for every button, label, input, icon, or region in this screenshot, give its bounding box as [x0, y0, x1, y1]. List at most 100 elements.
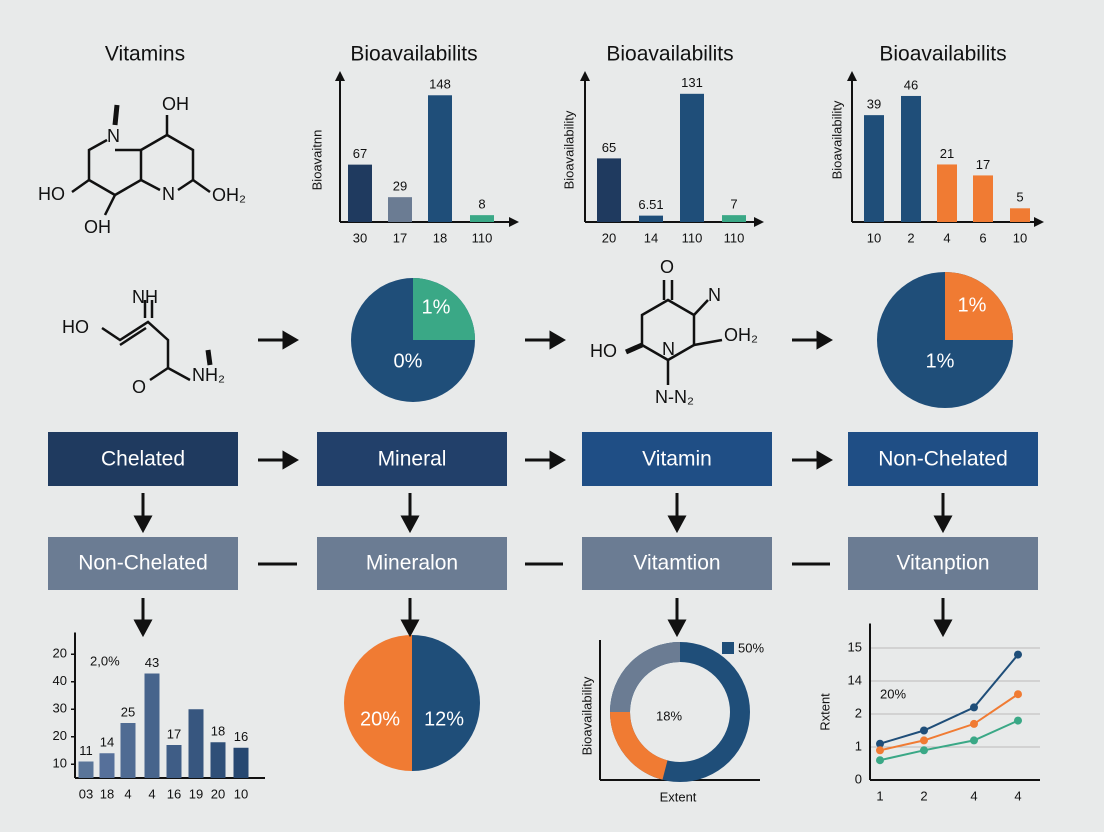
atom-label: N	[162, 184, 175, 204]
point	[920, 736, 928, 745]
atom-label: OH₂	[724, 325, 758, 345]
axis-label: Bioavaitnn	[309, 130, 324, 191]
pie-slice	[945, 272, 1013, 340]
value-label: 17	[167, 726, 181, 741]
donut-center-label: 18%	[656, 708, 682, 723]
molecule-drawing	[71, 104, 211, 216]
x-tick-label: 2	[920, 788, 927, 803]
bar	[973, 175, 993, 222]
pie-label: 1%	[422, 296, 451, 318]
x-tick-label: 10	[867, 230, 881, 245]
x-tick-label: 110	[682, 230, 703, 245]
box-label: Vitamtion	[633, 552, 720, 575]
point	[876, 746, 884, 755]
x-tick-label: 4	[148, 786, 155, 801]
atom-label: NH	[132, 287, 158, 307]
pie-slice	[413, 278, 475, 340]
bar	[864, 115, 884, 222]
y-tick-label: 14	[848, 672, 862, 687]
bar	[144, 673, 160, 778]
bar	[639, 215, 663, 222]
value-label: 65	[602, 140, 616, 155]
bar	[680, 93, 704, 222]
box-label: Mineralon	[366, 552, 458, 575]
axis-arrow	[1034, 217, 1044, 227]
y-tick-label: 2	[855, 705, 862, 720]
pie-label: 0%	[394, 350, 423, 372]
atom-label: OH	[84, 217, 111, 237]
x-tick-label: 10	[234, 786, 248, 801]
y-tick-label: 15	[848, 639, 862, 654]
point	[1014, 650, 1022, 659]
bar	[188, 709, 204, 778]
atom-label: N	[708, 285, 721, 305]
atom-label: N-N₂	[655, 387, 694, 407]
x-tick-label: 18	[433, 230, 447, 245]
x-tick-label: 19	[189, 786, 203, 801]
x-tick-label: 03	[79, 786, 93, 801]
box-label: Vitanption	[896, 552, 989, 575]
axis-arrow	[847, 71, 857, 81]
axis-arrow	[509, 217, 519, 227]
bar	[428, 95, 452, 222]
bar	[233, 747, 249, 778]
point	[970, 719, 978, 728]
box	[582, 432, 772, 486]
axis-label: Rxtent	[817, 693, 832, 731]
value-label: 11	[79, 743, 93, 758]
atom-label: OH	[162, 94, 189, 114]
x-tick-label: 17	[393, 230, 407, 245]
x-tick-label: 110	[472, 230, 493, 245]
header: Vitamins	[105, 43, 185, 66]
box	[317, 432, 507, 486]
axis-label: Extent	[660, 789, 697, 804]
bar	[937, 164, 957, 222]
point	[970, 736, 978, 745]
bar	[1010, 208, 1030, 222]
value-label: 6.51	[638, 197, 663, 212]
header: Bioavailabilits	[879, 43, 1006, 66]
x-tick-label: 1	[876, 788, 883, 803]
bar	[470, 215, 494, 222]
legend-label: 50%	[738, 640, 764, 655]
molecule-drawing	[101, 300, 213, 382]
line	[879, 719, 1019, 762]
y-tick-label: 10	[53, 756, 67, 771]
x-tick-label: 4	[970, 788, 977, 803]
point	[920, 746, 928, 755]
box-label: Non-Chelated	[78, 552, 208, 575]
atom-label: HO	[38, 184, 65, 204]
value-label: 46	[904, 77, 918, 92]
value-label: 39	[867, 97, 881, 112]
pie-slice	[344, 635, 412, 771]
value-label: 148	[429, 77, 451, 92]
point	[1014, 690, 1022, 699]
box	[48, 537, 238, 590]
atom-label: NH₂	[192, 365, 225, 385]
line	[879, 653, 1019, 745]
atom-label: O	[660, 257, 674, 277]
header: Bioavailabilits	[350, 43, 477, 66]
x-tick-label: 16	[167, 786, 181, 801]
value-label: 21	[940, 146, 954, 161]
bar	[78, 761, 94, 778]
bar	[597, 158, 621, 222]
point	[1014, 716, 1022, 725]
x-tick-label: 20	[211, 786, 225, 801]
x-tick-label: 30	[353, 230, 367, 245]
axis-arrow	[335, 71, 345, 81]
pie-label: 1%	[926, 350, 955, 372]
pie-label: 20%	[360, 708, 400, 730]
x-tick-label: 6	[979, 230, 986, 245]
bar	[722, 215, 746, 222]
box	[582, 537, 772, 590]
axis-arrow	[754, 217, 764, 227]
value-label: 67	[353, 146, 367, 161]
value-label: 5	[1016, 190, 1023, 205]
bar	[388, 197, 412, 222]
atom-label: HO	[590, 341, 617, 361]
box-label: Chelated	[101, 448, 185, 471]
value-label: 131	[681, 75, 703, 90]
box	[48, 432, 238, 486]
value-label: 25	[121, 704, 135, 719]
